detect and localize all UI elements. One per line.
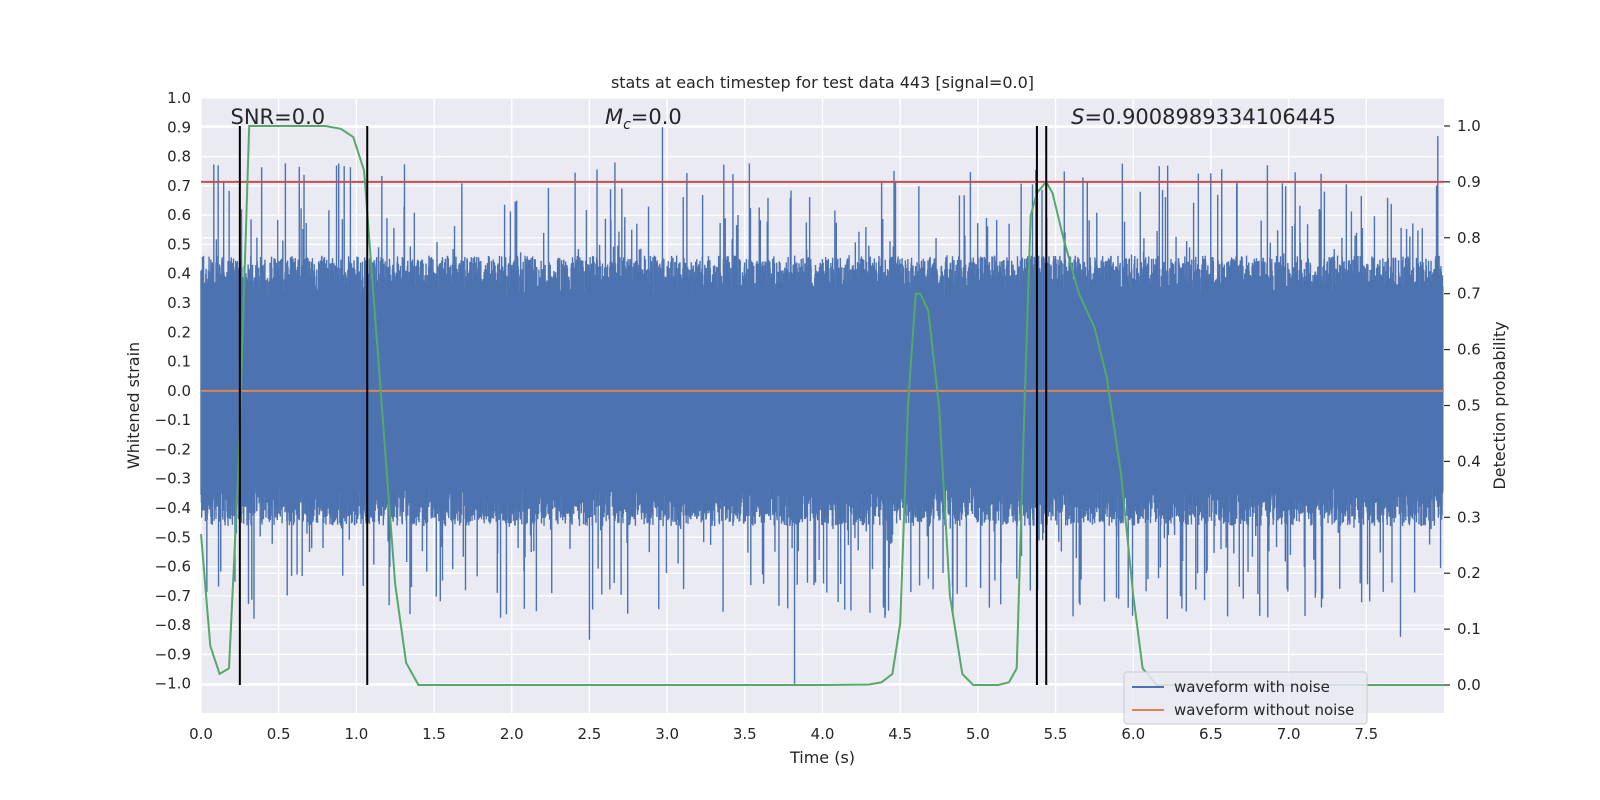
x-tick-label: 1.5 (422, 725, 446, 743)
snr-annotation: SNR=0.0 (231, 105, 326, 129)
y-tick-label: 0.9 (167, 118, 191, 136)
vertical-marker-lines (238, 125, 1048, 686)
y-axis-label: Whitened strain (124, 342, 143, 469)
y2-tick-label: 0.4 (1457, 452, 1481, 470)
y2-tick-label: 0.5 (1457, 397, 1481, 415)
y-tick-label: 0.6 (167, 206, 191, 224)
y-tick-label: 0.3 (167, 294, 191, 312)
x-tick-label: 0.5 (267, 725, 291, 743)
y-tick-label: 0.0 (167, 382, 191, 400)
y-tick-label: −0.9 (155, 645, 191, 663)
x-tick-label: 6.0 (1121, 725, 1145, 743)
y-tick-label: −0.8 (155, 616, 191, 634)
x-tick-label: 3.0 (655, 725, 679, 743)
x-tick-label: 2.0 (500, 725, 524, 743)
y-tick-label: 0.1 (167, 353, 191, 371)
y-tick-label: −0.1 (155, 411, 191, 429)
y-tick-label: 0.7 (167, 177, 191, 195)
y2-tick-label: 0.1 (1457, 620, 1481, 638)
x-tick-label: 6.5 (1199, 725, 1223, 743)
y-tick-label: −0.5 (155, 528, 191, 546)
y-tick-label: 0.8 (167, 148, 191, 166)
y-tick-label: 0.5 (167, 235, 191, 253)
x-tick-label: 0.0 (189, 725, 213, 743)
y2-tick-label: 0.2 (1457, 564, 1481, 582)
x-tick-label: 5.5 (1044, 725, 1068, 743)
legend-label-waveform-without-noise: waveform without noise (1174, 701, 1354, 719)
y-tick-label: −0.2 (155, 440, 191, 458)
y2-tick-label: 0.0 (1457, 676, 1481, 694)
y-tick-label: 0.2 (167, 323, 191, 341)
y2-tick-label: 0.8 (1457, 229, 1481, 247)
x-axis-label: Time (s) (789, 748, 855, 767)
y2-tick-label: 0.3 (1457, 508, 1481, 526)
mc-value: =0.0 (631, 105, 682, 129)
s-value: =0.9008989334106445 (1084, 105, 1335, 129)
legend-box (1123, 671, 1368, 725)
y-tick-label: −0.4 (155, 499, 191, 517)
y-tick-label: 1.0 (167, 89, 191, 107)
legend-label-waveform-with-noise: waveform with noise (1174, 678, 1330, 696)
y2-axis-label: Detection probability (1490, 321, 1509, 489)
y2-tick-label: 0.7 (1457, 285, 1481, 303)
y2-tick-label: 0.9 (1457, 173, 1481, 191)
y2-tick-label: 1.0 (1457, 117, 1481, 135)
x-tick-label: 7.0 (1277, 725, 1301, 743)
x-tick-label: 2.5 (578, 725, 602, 743)
mc-subscript: c (623, 117, 631, 133)
x-tick-label: 5.0 (966, 725, 990, 743)
x-tick-label: 4.5 (888, 725, 912, 743)
mc-symbol: M (605, 105, 623, 129)
y-axis-ticks: 1.0 0.9 0.8 0.7 0.6 0.5 0.4 0.3 0.2 0.1 0.0 −0.1 −0.… (155, 89, 191, 693)
y-tick-label: −0.6 (155, 558, 191, 576)
mc-annotation: Mc=0.0 (605, 105, 682, 133)
x-axis-ticks: 0.0 0.5 1.0 1.5 2.0 2.5 3.0 3.5 4.0 4.5 5.0 5.5 6.0 6… (189, 725, 1378, 743)
detection-probability-line (200, 125, 1444, 686)
y-tick-label: −0.3 (155, 470, 191, 488)
x-tick-label: 4.0 (811, 725, 835, 743)
y-tick-label: 0.4 (167, 265, 191, 283)
x-tick-label: 1.0 (344, 725, 368, 743)
y2-axis-ticks: 1.0 0.9 0.8 0.7 0.6 0.5 0.4 0.3 0.2 0.1 0.0 (1444, 117, 1481, 694)
legend: waveform with noise waveform without noi… (1123, 671, 1368, 725)
s-annotation: S=0.9008989334106445 (1071, 105, 1336, 129)
y-tick-label: −1.0 (155, 675, 191, 693)
chart-title: stats at each timestep for test data 443… (611, 73, 1034, 92)
x-tick-label: 3.5 (733, 725, 757, 743)
x-tick-label: 7.5 (1354, 725, 1378, 743)
y-tick-label: −0.7 (155, 587, 191, 605)
s-symbol: S (1071, 105, 1084, 129)
detection-probability-series (200, 125, 1444, 686)
annotations: SNR=0.0 Mc=0.0 S=0.9008989334106445 (231, 105, 1336, 133)
y2-tick-label: 0.6 (1457, 341, 1481, 359)
